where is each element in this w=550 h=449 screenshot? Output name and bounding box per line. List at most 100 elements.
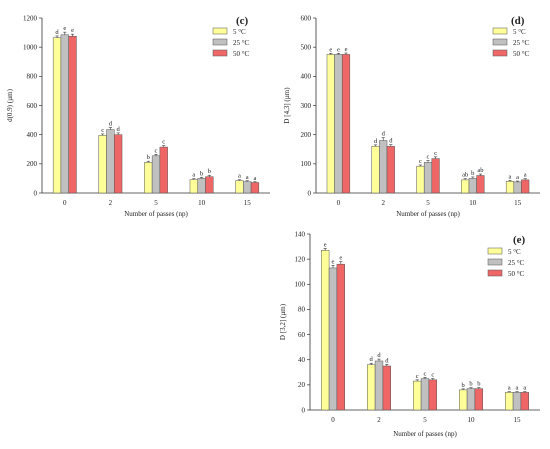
significance-letter: d [382, 131, 386, 138]
y-tick-label: 500 [301, 43, 312, 51]
x-tick-label: 10 [469, 199, 477, 207]
bar [243, 181, 252, 194]
x-tick-label: 15 [514, 199, 522, 207]
legend-label: 25 °C [513, 39, 530, 47]
y-tick-label: 400 [27, 131, 38, 139]
legend-label: 5 °C [513, 28, 526, 36]
legend-label: 50 °C [233, 50, 250, 58]
significance-letter: c [155, 147, 158, 154]
bar [505, 392, 514, 411]
y-tick-label: 60 [298, 331, 306, 339]
x-axis-title: Number of passes (np) [393, 430, 457, 438]
x-tick-label: 0 [337, 199, 341, 207]
bar [459, 389, 468, 411]
significance-letter: e [337, 46, 340, 53]
bar [512, 392, 522, 411]
significance-letter: d [55, 29, 59, 36]
legend-swatch [492, 38, 508, 46]
bar [106, 129, 115, 194]
legend-swatch [492, 49, 508, 57]
significance-letter: b [208, 168, 211, 175]
bar [468, 178, 477, 194]
legend-swatch [487, 269, 503, 277]
bar [413, 380, 422, 411]
bar [336, 263, 345, 411]
bar [461, 179, 470, 194]
y-tick-label: 600 [301, 14, 312, 22]
bar [428, 379, 437, 411]
significance-letter: e [329, 46, 332, 53]
significance-letter: c [101, 127, 104, 134]
y-tick-label: 120 [295, 255, 306, 263]
panel-label: (d) [511, 15, 525, 27]
significance-letter: d [370, 356, 374, 363]
legend-swatch [492, 27, 508, 35]
x-tick-label: 2 [381, 199, 385, 207]
bar [235, 180, 244, 194]
bar [476, 175, 485, 194]
y-tick-label: 1200 [23, 14, 38, 22]
x-tick-label: 5 [154, 199, 158, 207]
significance-letter: a [523, 385, 526, 392]
x-tick-label: 0 [63, 199, 67, 207]
legend-swatch [212, 49, 228, 57]
significance-letter: ab [462, 172, 468, 179]
y-tick-label: 100 [295, 281, 306, 289]
bar [52, 37, 62, 194]
y-tick-label: 400 [301, 73, 312, 81]
bar [423, 162, 433, 194]
x-tick-label: 2 [109, 199, 113, 207]
y-axis-title: D [3,2] (µm) [279, 303, 287, 340]
legend-label: 5 °C [233, 28, 246, 36]
significance-letter: c [416, 373, 419, 380]
bar [197, 178, 206, 194]
legend-swatch [212, 38, 228, 46]
significance-letter: a [246, 174, 249, 181]
significance-letter: e [345, 46, 348, 53]
bar [466, 388, 476, 411]
legend-label: 25 °C [233, 39, 250, 47]
x-axis-title: Number of passes (np) [396, 210, 460, 218]
significance-letter: b [462, 382, 465, 389]
bar [114, 134, 123, 194]
legend-label: 50 °C [508, 270, 525, 278]
y-tick-label: 600 [27, 102, 38, 110]
y-tick-label: 0 [302, 406, 306, 414]
bar [379, 140, 388, 194]
bar [520, 392, 529, 411]
significance-letter: ab [477, 167, 483, 174]
y-tick-label: 0 [34, 189, 38, 197]
significance-letter: c [434, 150, 437, 157]
significance-letter: d [109, 121, 113, 128]
significance-letter: b [200, 170, 203, 177]
x-tick-label: 5 [423, 416, 427, 424]
significance-letter: c [424, 370, 427, 377]
y-axis-title: D [4,3] (µm) [283, 87, 291, 124]
y-tick-label: 800 [27, 73, 38, 81]
y-tick-label: 140 [295, 230, 306, 238]
significance-letter: e [71, 27, 74, 34]
y-tick-label: 300 [301, 102, 312, 110]
significance-letter: a [516, 174, 519, 181]
bar [420, 378, 430, 411]
legend-swatch [487, 258, 503, 266]
x-tick-label: 10 [198, 199, 206, 207]
y-tick-label: 100 [301, 160, 312, 168]
legend-label: 25 °C [508, 259, 525, 267]
legend-label: 50 °C [513, 50, 530, 58]
bar [250, 182, 260, 194]
significance-letter: e [332, 258, 335, 265]
legend-label: 5 °C [508, 248, 521, 256]
bar [159, 146, 168, 194]
bar [386, 146, 395, 194]
significance-letter: d [374, 138, 378, 145]
significance-letter: d [377, 352, 381, 359]
y-tick-label: 200 [27, 160, 38, 168]
x-tick-label: 0 [331, 416, 335, 424]
significance-letter: a [238, 173, 241, 180]
significance-letter: b [477, 381, 480, 388]
significance-letter: a [509, 173, 512, 180]
bar [371, 146, 380, 194]
bar [328, 267, 338, 411]
